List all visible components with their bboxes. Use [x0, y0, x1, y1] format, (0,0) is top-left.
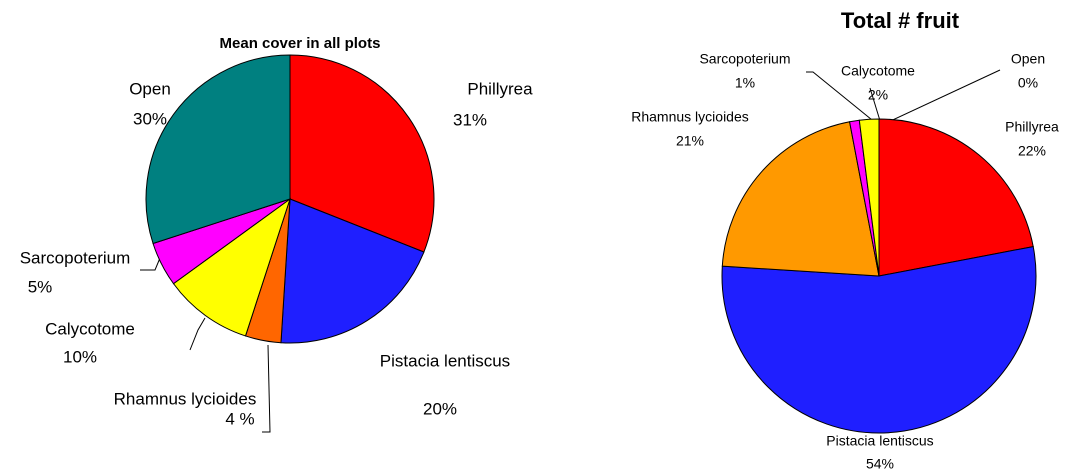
- slice-name: Rhamnus lycioides: [114, 389, 257, 408]
- slice-value-label: 54%: [866, 456, 894, 472]
- slice-name: Rhamnus lycioides: [631, 109, 749, 125]
- slice-value-label: 5%: [28, 277, 53, 296]
- slice-name: Open: [129, 79, 171, 98]
- slice-value-label: 20%: [423, 399, 457, 418]
- slice-value-label: 1%: [735, 75, 755, 91]
- slice-name: Phillyrea: [467, 79, 533, 98]
- pie-slice: [172, 197, 291, 337]
- chart-title: Total # fruit: [841, 8, 960, 33]
- slice-name: Sarcopoterium: [699, 51, 790, 67]
- pie-slice: [280, 198, 425, 344]
- slice-value-label: 30%: [133, 109, 167, 128]
- slice-name: Sarcopoterium: [20, 248, 131, 267]
- pie-slice: [289, 54, 435, 253]
- slice-value-label: 22%: [1018, 143, 1046, 159]
- slice-value-label: 4 %: [225, 409, 254, 428]
- pie-slice: [878, 118, 1034, 277]
- slice-value-label: 31%: [453, 110, 487, 129]
- chart-title: Mean cover in all plots: [220, 35, 381, 52]
- pie-slice: [858, 118, 880, 277]
- slice-value-label: 10%: [63, 347, 97, 366]
- slice-name: Pistacia lentiscus: [826, 433, 933, 449]
- pie-slice: [721, 121, 880, 277]
- pie-slice: [721, 245, 1037, 434]
- slice-name: Pistacia lentiscus: [380, 351, 510, 370]
- slice-value-label: 2%: [868, 87, 888, 103]
- leader-lines: [140, 69, 1001, 433]
- slice-value-label: 21%: [676, 133, 704, 149]
- pie-slice: [145, 54, 291, 245]
- slice-name: Open: [1011, 51, 1045, 67]
- slice-name: Calycotome: [841, 63, 915, 79]
- slice-name: Calycotome: [45, 319, 135, 338]
- slice-value-label: 0%: [1018, 75, 1038, 91]
- slice-name: Phillyrea: [1005, 119, 1059, 135]
